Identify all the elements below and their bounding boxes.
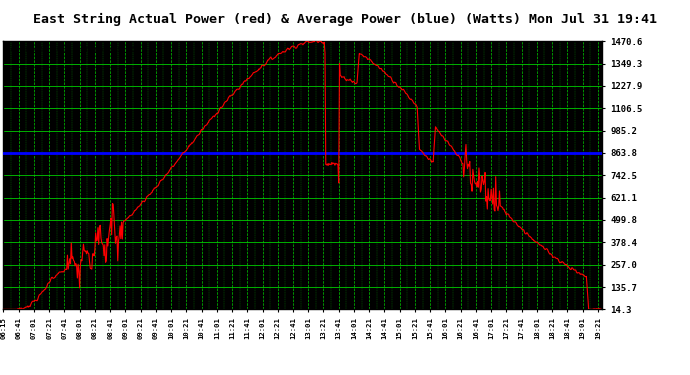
Text: East String Actual Power (red) & Average Power (blue) (Watts) Mon Jul 31 19:41: East String Actual Power (red) & Average… [33, 13, 657, 26]
Text: Copyright 2006 Cartronics.com: Copyright 2006 Cartronics.com [6, 45, 141, 54]
